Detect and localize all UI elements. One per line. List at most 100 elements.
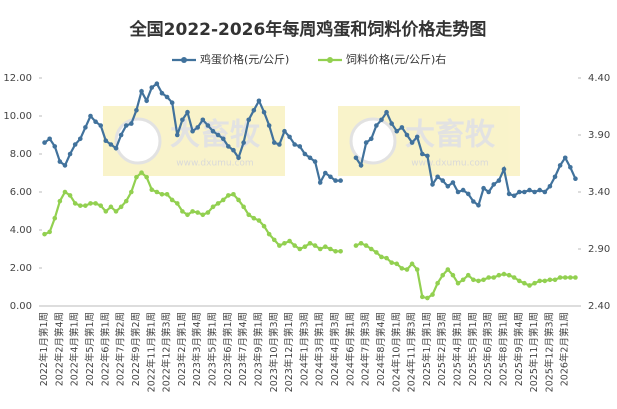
point — [522, 189, 527, 195]
point — [404, 267, 410, 272]
x-tick-label: 2023年6月第1周 — [222, 312, 234, 386]
point — [103, 138, 109, 143]
point — [562, 275, 568, 280]
point — [195, 210, 200, 215]
x-tick-label: 2025年5月第1周 — [467, 312, 479, 386]
point — [358, 241, 364, 246]
y-tick-label: 4.00 — [10, 225, 32, 236]
point — [190, 209, 195, 214]
point — [368, 246, 374, 252]
point — [440, 178, 446, 183]
point — [476, 203, 481, 208]
point — [338, 248, 343, 254]
point — [236, 155, 241, 161]
point — [57, 198, 63, 204]
point — [277, 243, 282, 248]
point — [134, 174, 139, 180]
point — [547, 277, 553, 283]
x-tick-label: 2026年2月第1周 — [559, 312, 571, 386]
point — [169, 197, 175, 203]
x-tick-label: 2022年2月第4周 — [53, 312, 65, 386]
point — [88, 113, 93, 119]
watermark-logo — [349, 117, 397, 165]
point — [256, 218, 262, 223]
x-tick-label: 2023年5月第1周 — [207, 312, 219, 386]
point — [98, 123, 104, 128]
point — [282, 128, 287, 134]
point — [287, 134, 292, 140]
x-tick-label: 2024年4月第3周 — [329, 312, 341, 386]
point — [491, 275, 497, 280]
point — [297, 144, 303, 149]
point — [200, 117, 206, 123]
point — [537, 187, 543, 193]
point — [414, 134, 420, 140]
x-tick-label: 2022年9月第2周 — [130, 312, 142, 386]
point — [486, 275, 491, 280]
x-tick-label: 2022年5月第1周 — [84, 312, 96, 386]
point — [552, 277, 558, 283]
point — [241, 140, 246, 145]
point — [77, 203, 83, 208]
point — [450, 272, 456, 278]
x-tick-label: 2024年7月第3周 — [360, 312, 372, 386]
watermark-brand: 大畜牧 — [405, 118, 496, 153]
point — [292, 243, 297, 248]
watermark-url: www.dxumu.com — [176, 159, 253, 169]
point — [139, 170, 144, 175]
point — [154, 81, 160, 86]
point — [532, 280, 537, 286]
x-tick-label: 2023年12月第1周 — [283, 312, 295, 392]
point — [246, 212, 252, 218]
point — [231, 191, 236, 197]
point — [62, 163, 68, 168]
x-tick-label: 2024年11月第3周 — [406, 312, 418, 392]
point — [440, 272, 446, 278]
x-tick-label: 2024年10月第1周 — [390, 312, 402, 392]
point — [328, 174, 333, 180]
point — [302, 244, 308, 250]
point — [425, 295, 430, 301]
point — [190, 128, 195, 134]
y2-tick-label: 2.40 — [588, 301, 610, 312]
legend-label: 饲料价格(元/公斤)右 — [346, 52, 446, 66]
point — [501, 166, 507, 172]
point — [72, 201, 78, 206]
point — [210, 204, 216, 210]
point — [113, 209, 119, 214]
point — [430, 182, 435, 187]
point — [57, 159, 63, 164]
point — [236, 197, 241, 203]
point — [552, 174, 558, 180]
point — [465, 191, 471, 197]
point — [573, 275, 578, 280]
x-tick-label: 2024年3月第1周 — [314, 312, 326, 386]
point — [139, 89, 144, 94]
point — [363, 243, 369, 248]
point — [98, 203, 104, 208]
point — [379, 254, 384, 260]
point — [312, 159, 318, 164]
point — [542, 189, 548, 195]
point — [123, 123, 129, 128]
point — [231, 147, 236, 153]
point — [77, 136, 83, 142]
point — [333, 248, 338, 254]
point — [149, 85, 155, 90]
point — [118, 204, 124, 210]
y-tick-label: 12.00 — [3, 73, 32, 84]
point — [67, 193, 73, 198]
y2-tick-label: 4.40 — [588, 73, 610, 84]
point — [67, 151, 73, 157]
point — [420, 151, 425, 157]
point — [174, 132, 180, 138]
point — [251, 215, 257, 221]
point — [557, 163, 563, 168]
point — [292, 142, 297, 147]
point — [374, 123, 379, 128]
point — [476, 278, 481, 284]
point — [129, 121, 134, 126]
y-tick-label: 2.00 — [10, 263, 32, 274]
point — [496, 178, 502, 183]
